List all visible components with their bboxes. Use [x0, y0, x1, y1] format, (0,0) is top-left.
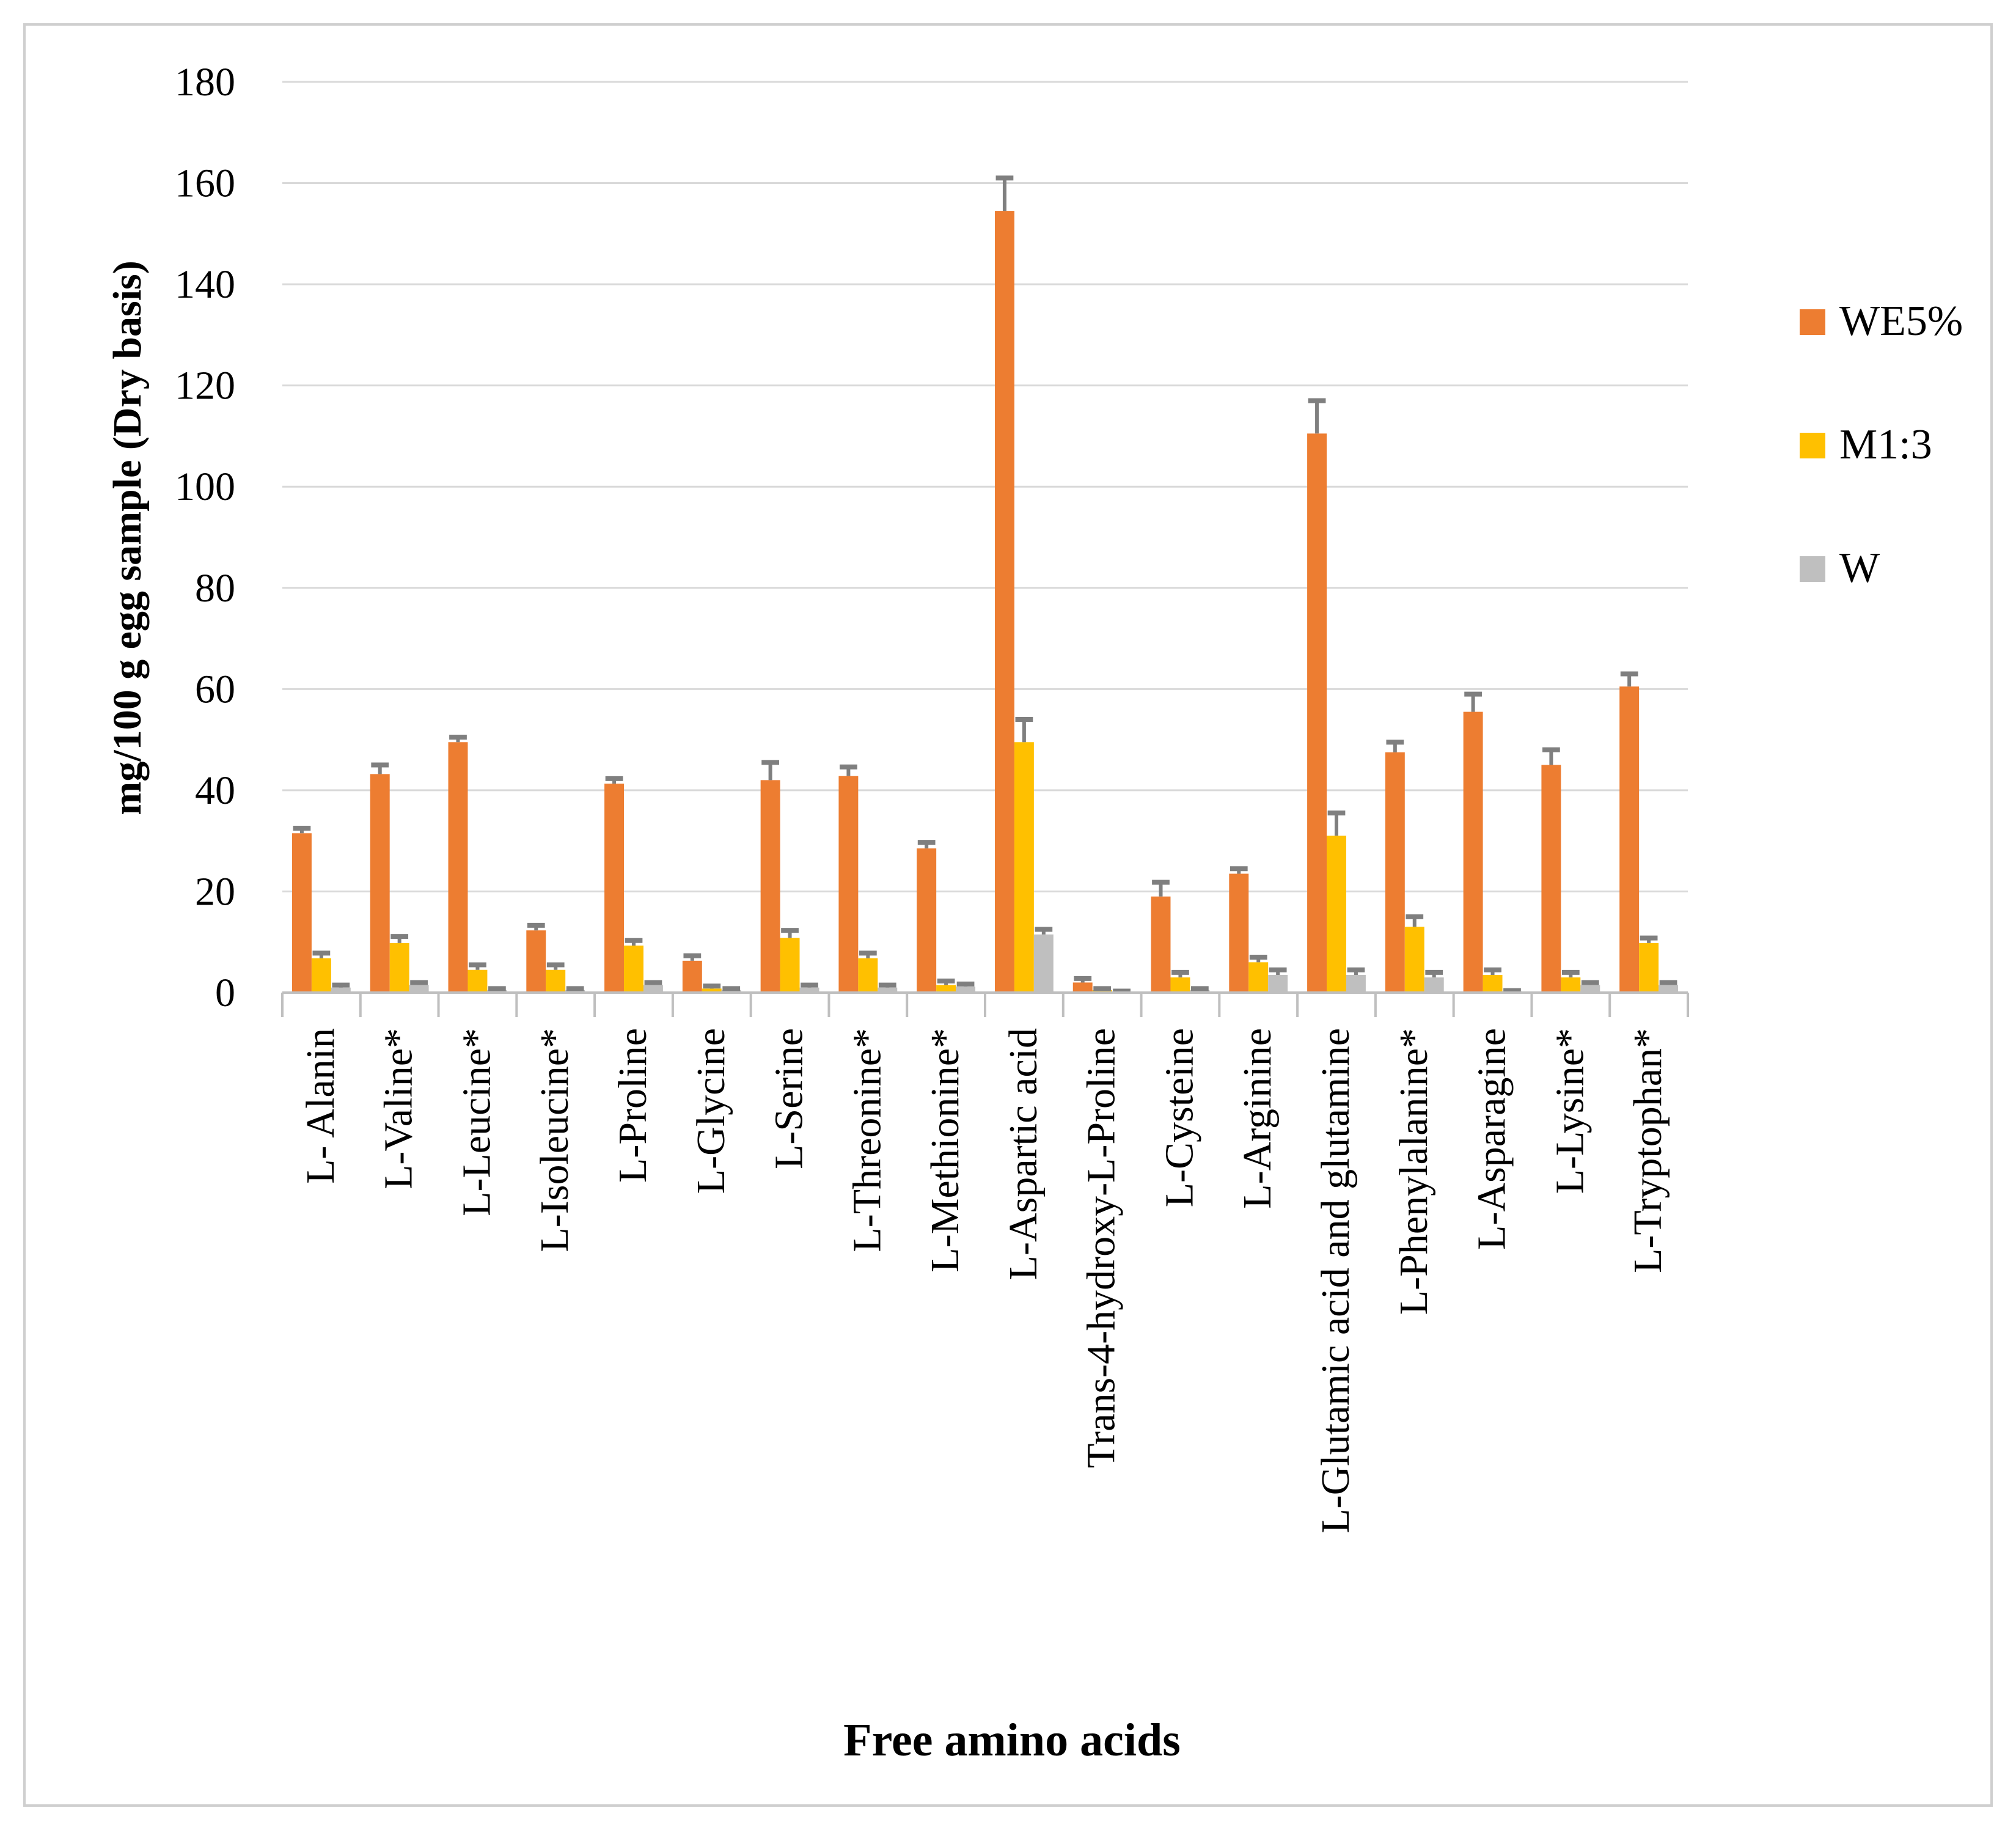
y-tick-label: 0: [215, 971, 235, 1015]
bar: [682, 960, 702, 993]
legend: WE5% M1:3 W: [1800, 298, 1963, 592]
legend-label: M1:3: [1839, 421, 1932, 468]
bar: [1404, 927, 1424, 993]
bar: [409, 985, 429, 993]
bar: [1327, 836, 1346, 993]
legend-label: W: [1839, 545, 1880, 592]
bar: [565, 990, 585, 993]
x-tick-label: L-Cysteine: [1157, 1028, 1201, 1207]
bar: [1014, 742, 1034, 993]
x-tick-label: L-Serine: [767, 1028, 812, 1169]
bar: [1151, 896, 1171, 993]
gridlines: [282, 81, 1688, 892]
bar: [643, 985, 663, 993]
bar: [878, 987, 898, 993]
bar: [1072, 982, 1093, 993]
bar: [1639, 943, 1659, 993]
x-tick-label: L-Glycine: [689, 1028, 733, 1194]
y-tick-label: 100: [175, 465, 235, 509]
bar: [1229, 873, 1249, 993]
x-tick-label: L-Tryptophan*: [1626, 1028, 1670, 1273]
bar: [546, 969, 566, 993]
bar: [1248, 962, 1269, 993]
bar: [311, 958, 331, 993]
x-tick-label: Trans-4-hydroxy-L-Proline: [1079, 1028, 1124, 1468]
bar: [1385, 752, 1405, 993]
bar: [331, 987, 351, 993]
x-axis-title: Free amino acids: [843, 1714, 1181, 1766]
bar: [1307, 433, 1327, 993]
bar: [1463, 711, 1483, 993]
bar: [1483, 975, 1503, 993]
bar: [1268, 975, 1288, 993]
y-tick-label: 60: [195, 667, 235, 711]
x-tick-label: L-Aspartic acid: [1001, 1028, 1046, 1280]
bar: [1580, 985, 1600, 993]
bar: [1561, 977, 1581, 993]
y-tick-label: 140: [175, 262, 235, 307]
x-tick-labels: L- Alanin L-Valine* L-Leucine* L-Isoleucine…: [298, 1028, 1670, 1534]
y-tick-label: 20: [195, 869, 235, 914]
bar: [467, 969, 488, 993]
bar: [956, 987, 976, 993]
x-tick-label: L-Glutamic acid and glutamine: [1313, 1028, 1358, 1534]
y-tick-label: 40: [195, 768, 235, 813]
legend-swatch: [1800, 309, 1825, 335]
legend-label: WE5%: [1839, 298, 1963, 345]
x-tick-label: L-Phenylalanine*: [1391, 1028, 1436, 1315]
bar: [936, 985, 956, 993]
x-tick-label: L-Leucine*: [454, 1028, 499, 1216]
bar: [1190, 990, 1210, 993]
x-tick-label: L-Arginine: [1235, 1028, 1280, 1209]
bar: [721, 990, 741, 993]
y-tick-label: 120: [175, 364, 235, 408]
y-tick-label: 180: [175, 60, 235, 105]
y-axis-title: mg/100 g egg sample (Dry basis): [105, 260, 150, 815]
bar: [448, 742, 468, 993]
x-tick-label: L-Isoleucine*: [532, 1028, 577, 1252]
y-tick-labels: 0 20 40 60 80 100 120 140 160 180: [175, 60, 235, 1015]
bar: [1092, 990, 1112, 993]
bar: [760, 780, 780, 993]
x-tick-label: L-Asparagine: [1470, 1028, 1514, 1250]
axes: [281, 991, 1689, 1017]
bar: [994, 211, 1014, 993]
bar: [1659, 985, 1679, 993]
bar: [1170, 977, 1190, 993]
bar: [487, 990, 507, 993]
y-tick-label: 160: [175, 161, 235, 206]
bar: [1541, 765, 1561, 993]
bar: [624, 946, 643, 993]
bar: [702, 988, 722, 993]
x-tick-label: L-Proline: [610, 1028, 655, 1183]
legend-swatch: [1800, 433, 1825, 458]
bar: [838, 776, 859, 993]
bar: [1619, 686, 1640, 993]
bars: [291, 211, 1679, 993]
bar: [1424, 977, 1444, 993]
bar: [604, 784, 625, 993]
bar: [1033, 934, 1054, 993]
bar: [389, 943, 409, 993]
x-tick-label: L-Lysine*: [1547, 1028, 1592, 1194]
x-tick-label: L-Methionine*: [923, 1028, 967, 1273]
x-tick-label: L-Valine*: [376, 1028, 421, 1189]
bar: [858, 958, 878, 993]
x-tick-label: L- Alanin: [298, 1028, 343, 1184]
x-tick-label: L-Threonine*: [845, 1028, 889, 1252]
bar: [780, 938, 800, 993]
legend-swatch: [1800, 556, 1825, 582]
y-tick-label: 80: [195, 566, 235, 611]
bar: [917, 848, 937, 993]
bar: [1346, 975, 1366, 993]
bar: [799, 987, 819, 993]
bar: [526, 930, 546, 993]
bar: [370, 774, 390, 993]
error-bars: [293, 175, 1677, 994]
bar: [291, 833, 312, 993]
